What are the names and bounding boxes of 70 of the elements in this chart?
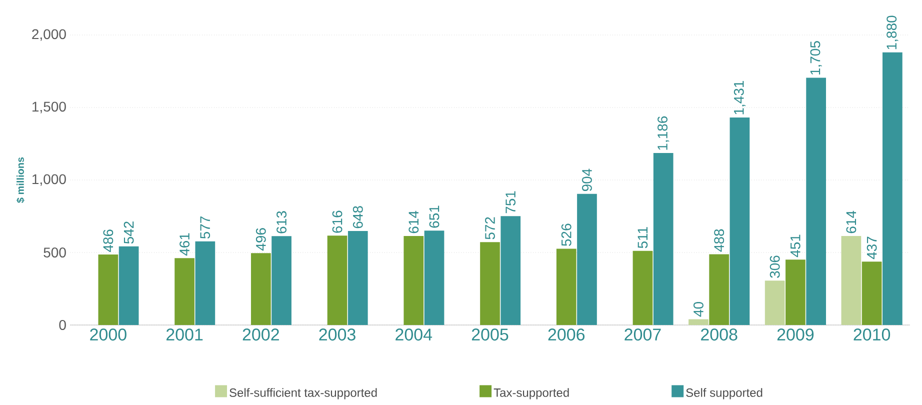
bar	[272, 236, 292, 325]
bar	[404, 236, 424, 325]
data-label: 613	[276, 211, 286, 234]
data-label: 751	[506, 191, 516, 214]
y-tick-label: 1,500	[32, 102, 66, 114]
bar	[327, 236, 348, 325]
data-label: 614	[846, 210, 856, 234]
bar	[632, 250, 653, 325]
data-label: 904	[582, 168, 592, 192]
bar	[250, 253, 271, 325]
data-label: 461	[180, 233, 190, 256]
data-label: 526	[561, 224, 572, 246]
y-tick-label: 2,000	[32, 29, 66, 41]
data-label: 1,431	[734, 80, 746, 114]
x-tick-label: 2005	[472, 328, 508, 341]
data-label: 648	[352, 206, 363, 228]
bar	[882, 52, 902, 325]
legend-label: Tax-supported	[494, 388, 569, 400]
x-tick-label: 2002	[242, 328, 279, 341]
data-label: 486	[103, 230, 114, 252]
data-label: 1,705	[810, 41, 822, 75]
bar	[480, 242, 500, 325]
y-axis-title: $ millions	[16, 157, 25, 203]
bar	[730, 118, 750, 325]
bar	[424, 230, 444, 325]
data-label: 614	[408, 210, 419, 234]
bar	[500, 216, 521, 325]
bar	[118, 246, 139, 325]
x-tick-label: 2009	[777, 328, 814, 341]
legend-label: Self-sufficient tax-supported	[230, 388, 377, 400]
bar	[577, 194, 597, 325]
data-label: 616	[332, 210, 342, 233]
x-tick-label: 2008	[701, 328, 738, 341]
bar	[786, 260, 806, 325]
bar	[653, 153, 674, 325]
x-tick-label: 2010	[854, 328, 890, 341]
x-tick-label: 2006	[548, 328, 585, 341]
bar	[174, 258, 194, 325]
data-label: 437	[866, 236, 877, 260]
y-tick-label: 0	[59, 320, 66, 330]
x-tick-label: 2007	[624, 328, 661, 341]
data-label: 1,880	[886, 16, 898, 50]
x-tick-label: 2000	[90, 328, 126, 341]
data-label: 542	[124, 222, 134, 244]
y-tick-label: 1,000	[32, 174, 66, 186]
bar	[98, 254, 118, 325]
bar	[195, 241, 216, 325]
x-tick-label: 2004	[396, 328, 432, 341]
bar	[688, 319, 708, 325]
data-label: 496	[256, 228, 266, 251]
bar	[806, 78, 826, 325]
bar	[841, 236, 862, 325]
y-tick-label: 500	[44, 248, 66, 258]
bar	[348, 231, 368, 325]
bar	[709, 254, 730, 325]
data-label: 651	[429, 206, 440, 228]
x-tick-label: 2003	[319, 328, 356, 341]
data-label: 511	[638, 227, 648, 248]
data-label: 451	[790, 234, 800, 258]
bar	[862, 262, 882, 325]
bar	[764, 280, 785, 325]
data-label: 572	[485, 217, 495, 240]
data-label: 577	[200, 216, 210, 239]
x-tick-label: 2001	[166, 328, 203, 341]
bar	[556, 248, 576, 325]
data-label: 1,186	[658, 116, 670, 150]
data-label: 306	[770, 256, 780, 278]
data-label: 40	[694, 302, 704, 317]
legend-label: Self supported	[686, 388, 762, 400]
data-label: 488	[714, 229, 724, 252]
